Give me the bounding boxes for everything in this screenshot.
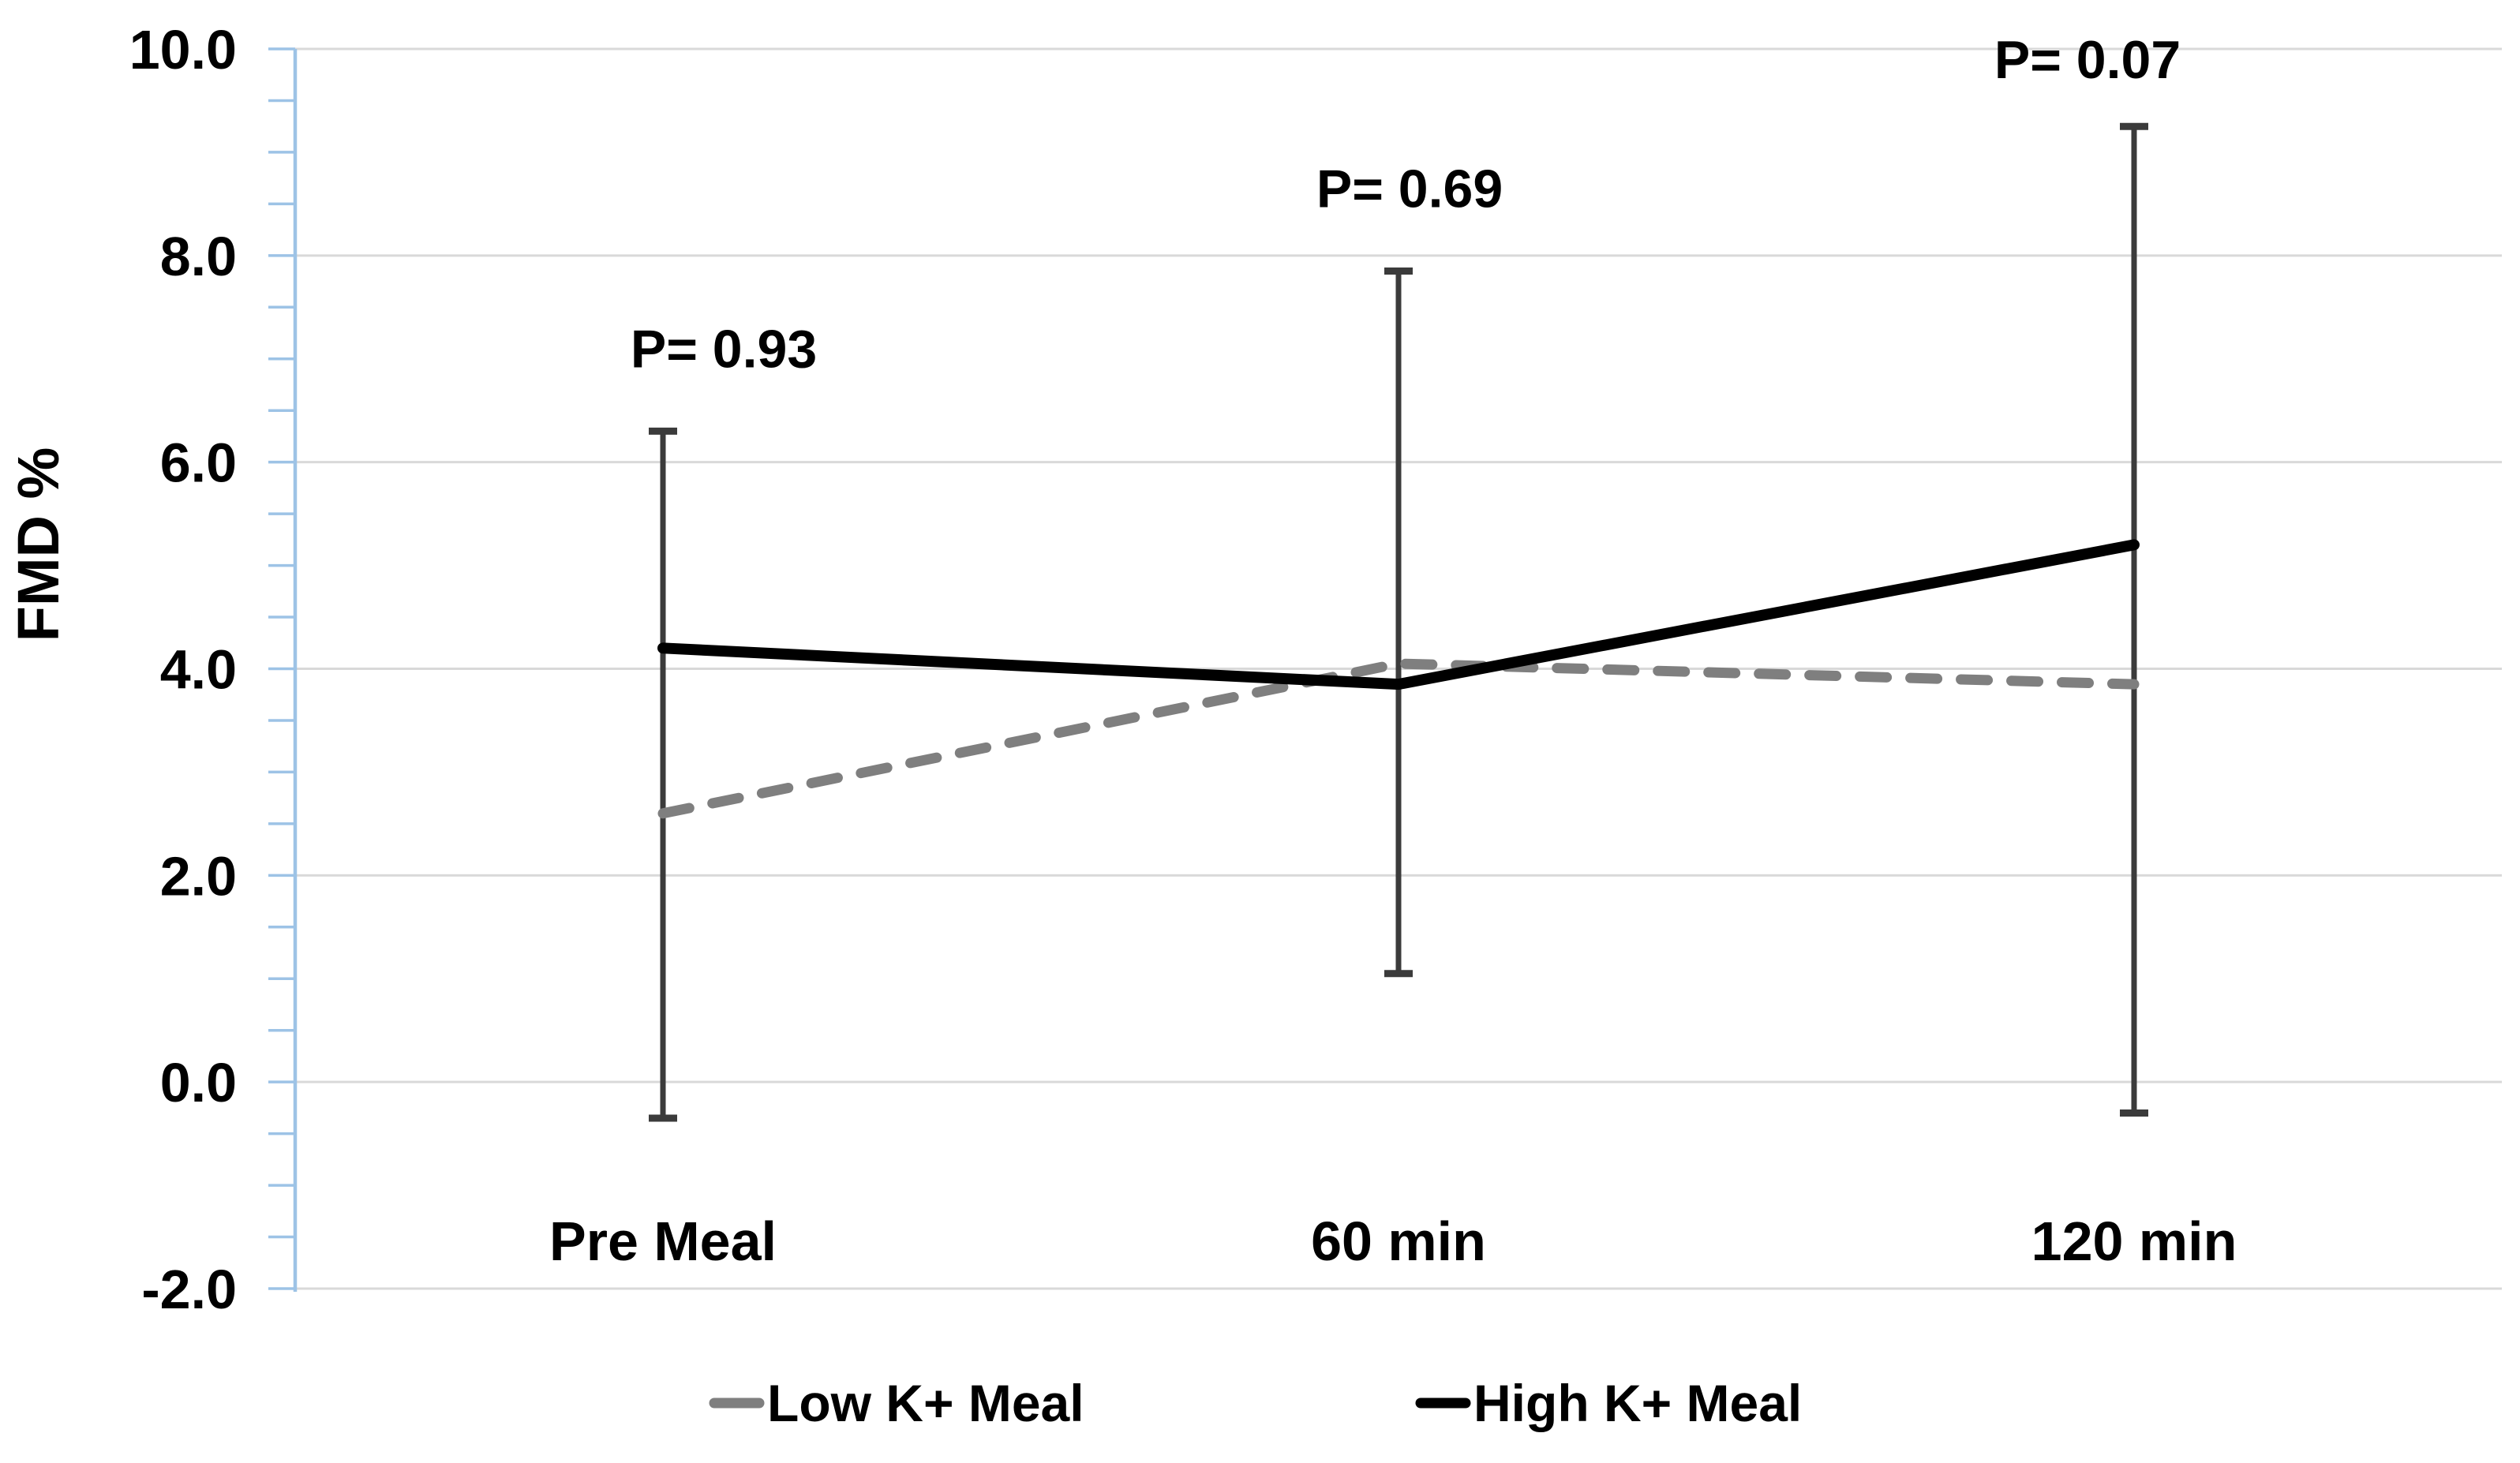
- error-bars-group: [649, 122, 2148, 1122]
- p-value-annotation: P= 0.07: [1994, 30, 2181, 90]
- y-tick-label: -2.0: [141, 1259, 237, 1320]
- legend-group: Low K+ Meal High K+ Meal: [709, 1374, 1802, 1432]
- y-tick-label: 8.0: [160, 226, 237, 287]
- x-category-label: 120 min: [2031, 1210, 2237, 1272]
- series-line-high-k-meal: [657, 539, 2140, 690]
- series-lines-group: [657, 539, 2140, 819]
- y-tick-label: 6.0: [160, 432, 237, 494]
- p-value-annotation: P= 0.69: [1316, 159, 1503, 219]
- x-category-label: Pre Meal: [549, 1210, 777, 1272]
- x-category-label: 60 min: [1311, 1210, 1486, 1272]
- y-minor-ticks-group: [268, 47, 295, 1290]
- series-line-low-k-meal: [657, 658, 2140, 819]
- y-tick-label: 10.0: [129, 19, 237, 80]
- p-value-annotation: P= 0.93: [631, 320, 817, 380]
- y-tick-label: 4.0: [160, 639, 237, 701]
- y-tick-labels-group: 10.0 8.0 6.0 4.0 2.0 0.0 -2.0: [129, 19, 237, 1320]
- y-tick-label: 2.0: [160, 845, 237, 907]
- legend-label-high-k-meal: High K+ Meal: [1473, 1374, 1802, 1432]
- x-category-labels-group: Pre Meal 60 min 120 min: [549, 1210, 2237, 1272]
- p-value-annotations-group: P= 0.93 P= 0.69 P= 0.07: [631, 30, 2181, 380]
- y-axis-title: FMD %: [6, 447, 71, 642]
- y-tick-label: 0.0: [160, 1052, 237, 1113]
- legend-label-low-k-meal: Low K+ Meal: [767, 1374, 1084, 1432]
